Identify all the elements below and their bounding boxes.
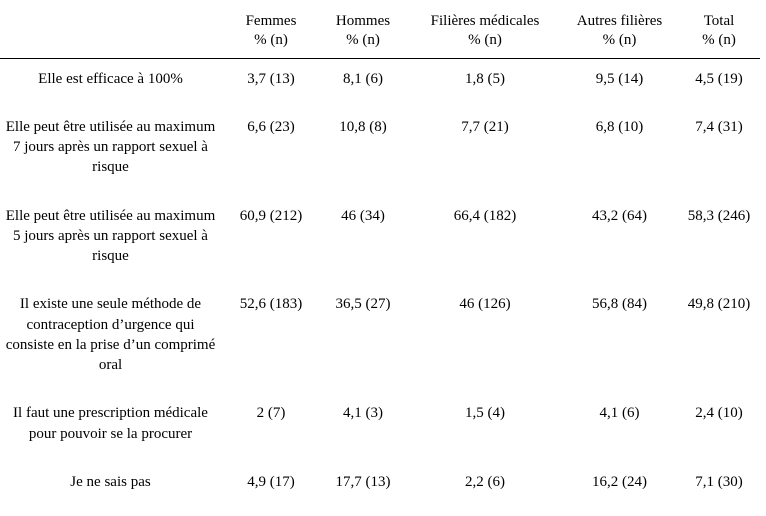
header-col-3-line1: Filières médicales	[409, 12, 561, 31]
cell: 1,8 (5)	[409, 58, 561, 103]
row-label: Elle est efficace à 100%	[0, 58, 225, 103]
cell: 66,4 (182)	[409, 192, 561, 281]
header-row: Femmes % (n) Hommes % (n) Filières médic…	[0, 10, 760, 58]
cell: 60,9 (212)	[225, 192, 317, 281]
cell: 3,7 (13)	[225, 58, 317, 103]
cell: 7,4 (31)	[678, 103, 760, 192]
cell: 7,1 (30)	[678, 458, 760, 506]
cell: 4,1 (6)	[561, 389, 678, 458]
table-row: Elle est efficace à 100%3,7 (13)8,1 (6)1…	[0, 58, 760, 103]
header-col-2-line2: % (n)	[317, 31, 409, 50]
header-col-3: Filières médicales % (n)	[409, 10, 561, 58]
table-body: Elle est efficace à 100%3,7 (13)8,1 (6)1…	[0, 58, 760, 506]
row-label: Elle peut être utilisée au maximum 5 jou…	[0, 192, 225, 281]
header-col-1-line1: Femmes	[225, 12, 317, 31]
header-empty	[0, 10, 225, 58]
cell: 2 (7)	[225, 389, 317, 458]
header-col-5: Total % (n)	[678, 10, 760, 58]
header-col-2: Hommes % (n)	[317, 10, 409, 58]
header-col-1-line2: % (n)	[225, 31, 317, 50]
cell: 1,5 (4)	[409, 389, 561, 458]
table-row: Elle peut être utilisée au maximum 7 jou…	[0, 103, 760, 192]
row-label: Il faut une prescription médicale pour p…	[0, 389, 225, 458]
cell: 36,5 (27)	[317, 280, 409, 389]
cell: 10,8 (8)	[317, 103, 409, 192]
cell: 8,1 (6)	[317, 58, 409, 103]
data-table: Femmes % (n) Hommes % (n) Filières médic…	[0, 10, 760, 506]
cell: 16,2 (24)	[561, 458, 678, 506]
cell: 46 (126)	[409, 280, 561, 389]
cell: 58,3 (246)	[678, 192, 760, 281]
table-row: Il faut une prescription médicale pour p…	[0, 389, 760, 458]
header-col-4-line1: Autres filières	[561, 12, 678, 31]
header-col-2-line1: Hommes	[317, 12, 409, 31]
cell: 49,8 (210)	[678, 280, 760, 389]
cell: 46 (34)	[317, 192, 409, 281]
cell: 4,5 (19)	[678, 58, 760, 103]
header-col-5-line2: % (n)	[678, 31, 760, 50]
header-col-4-line2: % (n)	[561, 31, 678, 50]
table-row: Je ne sais pas4,9 (17)17,7 (13)2,2 (6)16…	[0, 458, 760, 506]
table-row: Il existe une seule méthode de contracep…	[0, 280, 760, 389]
row-label: Je ne sais pas	[0, 458, 225, 506]
cell: 2,4 (10)	[678, 389, 760, 458]
table-row: Elle peut être utilisée au maximum 5 jou…	[0, 192, 760, 281]
header-col-3-line2: % (n)	[409, 31, 561, 50]
cell: 4,9 (17)	[225, 458, 317, 506]
header-col-1: Femmes % (n)	[225, 10, 317, 58]
cell: 6,8 (10)	[561, 103, 678, 192]
cell: 2,2 (6)	[409, 458, 561, 506]
header-col-4: Autres filières % (n)	[561, 10, 678, 58]
cell: 4,1 (3)	[317, 389, 409, 458]
cell: 43,2 (64)	[561, 192, 678, 281]
table-container: Femmes % (n) Hommes % (n) Filières médic…	[0, 0, 766, 506]
row-label: Elle peut être utilisée au maximum 7 jou…	[0, 103, 225, 192]
cell: 9,5 (14)	[561, 58, 678, 103]
cell: 17,7 (13)	[317, 458, 409, 506]
header-col-5-line1: Total	[678, 12, 760, 31]
cell: 7,7 (21)	[409, 103, 561, 192]
cell: 6,6 (23)	[225, 103, 317, 192]
cell: 56,8 (84)	[561, 280, 678, 389]
cell: 52,6 (183)	[225, 280, 317, 389]
row-label: Il existe une seule méthode de contracep…	[0, 280, 225, 389]
